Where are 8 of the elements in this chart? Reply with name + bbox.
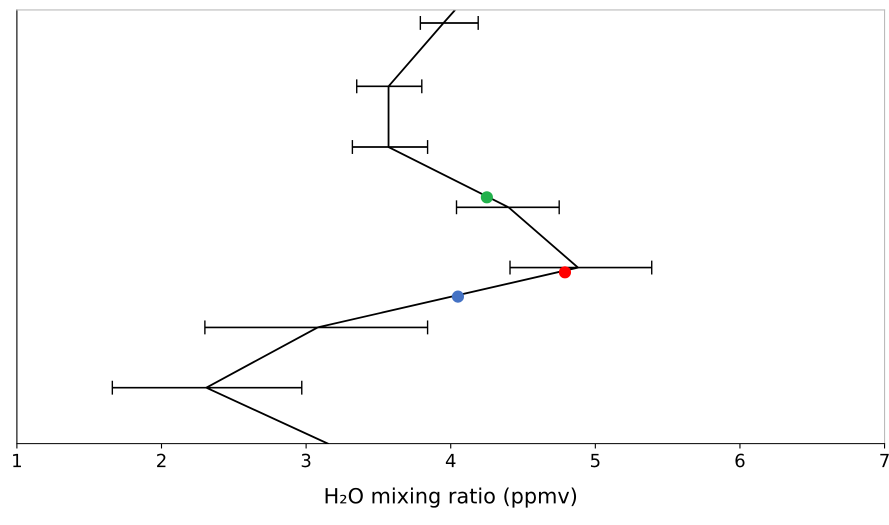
x-tick-label: 3 [302,454,310,468]
x-tick-label: 4 [446,454,456,468]
x-tick-label: 2 [157,454,166,468]
x-tick-label: 7 [880,454,889,468]
x-tick-label: 1 [13,454,21,468]
x-axis-title: H₂O mixing ratio (ppmv) [326,487,576,508]
x-tick-label: 5 [590,454,600,468]
x-tick-label: 6 [735,454,745,468]
